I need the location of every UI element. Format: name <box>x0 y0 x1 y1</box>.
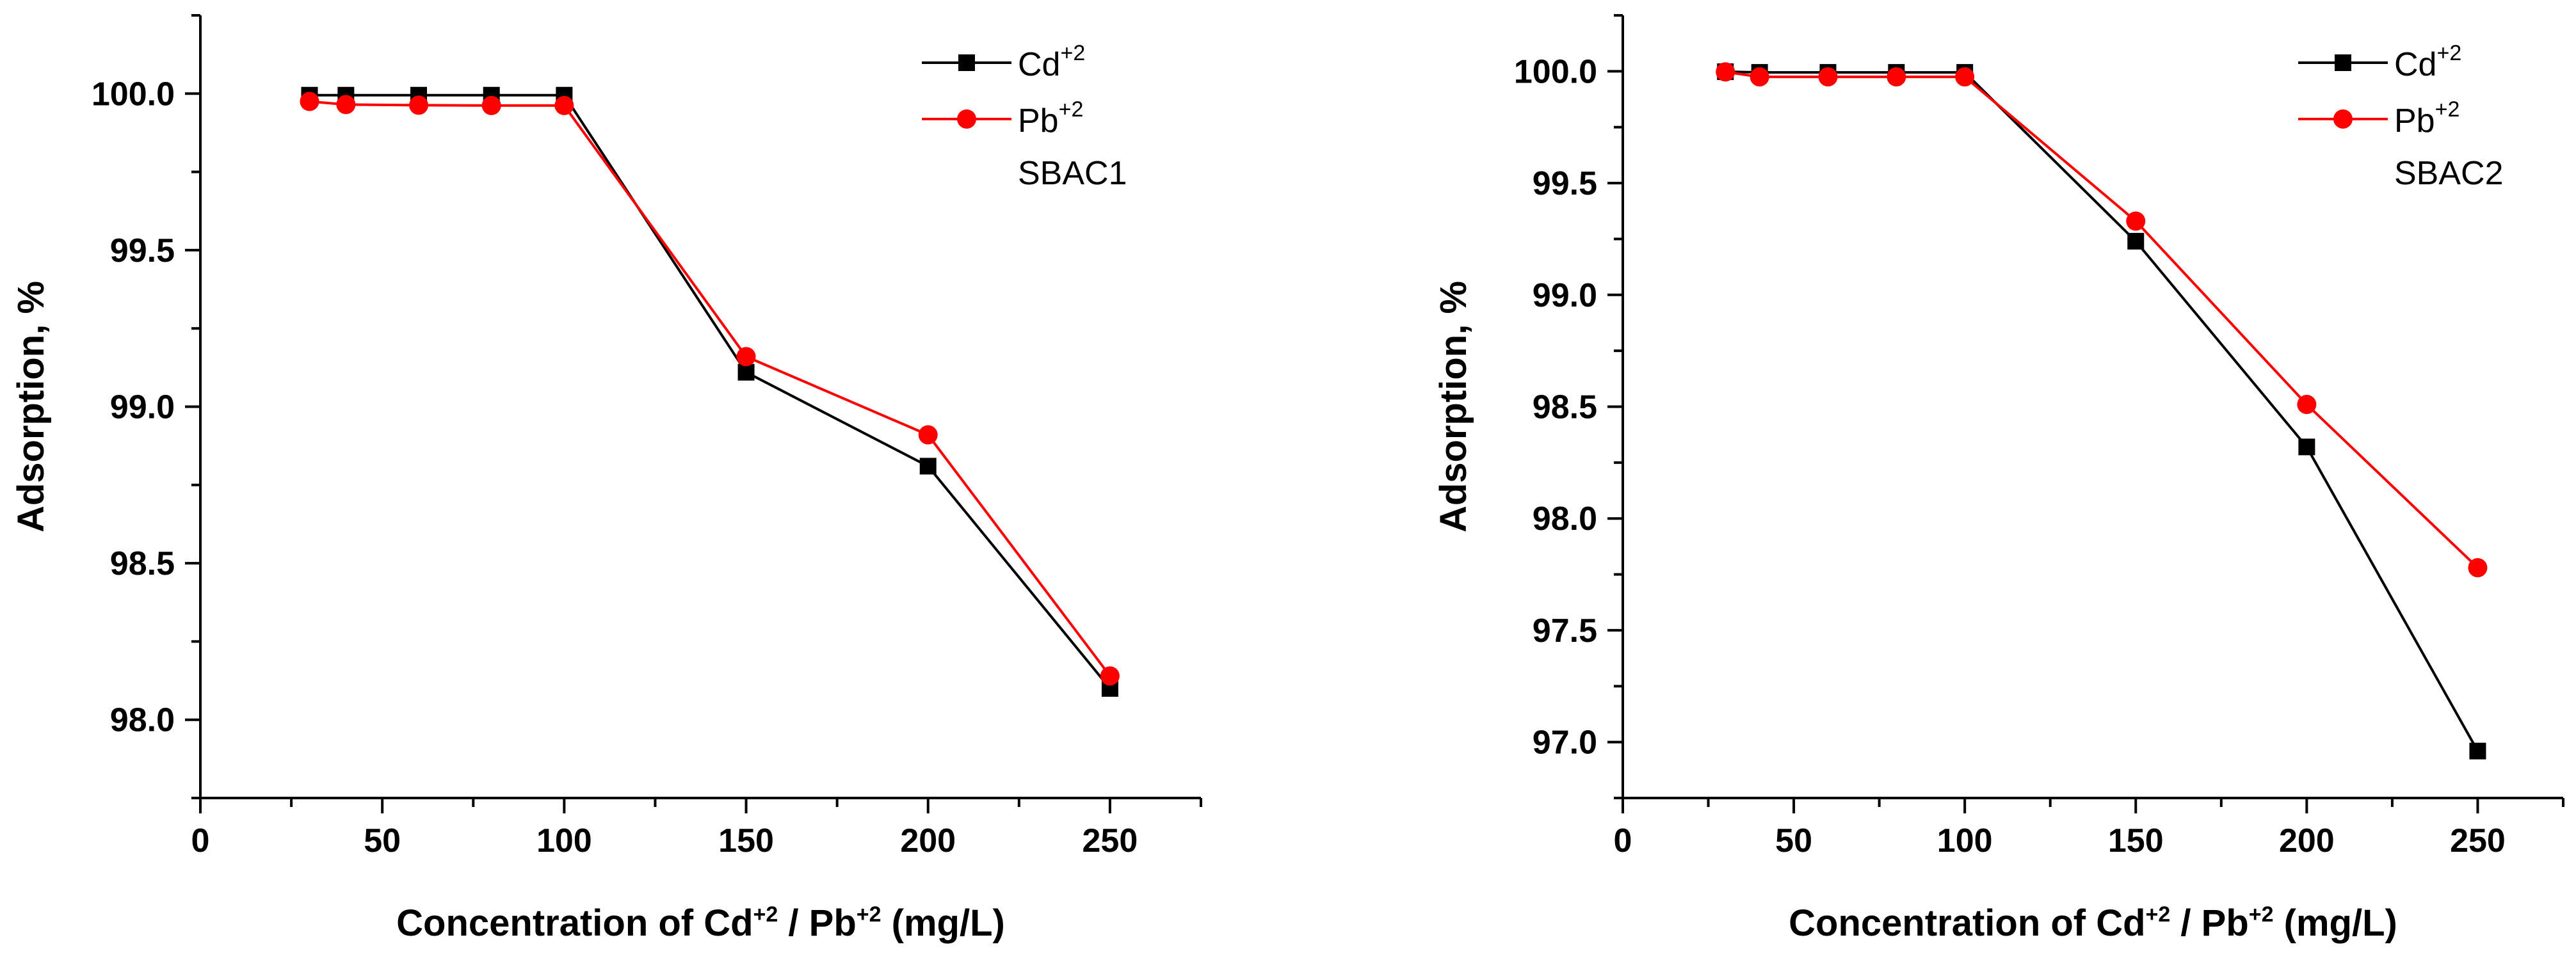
x-tick-label: 0 <box>1614 822 1632 859</box>
series-line <box>1725 70 2479 569</box>
y-axis-title: Adsorption, % <box>10 281 52 532</box>
legend: Cd+2 Pb+2 SBAC1 <box>922 41 1127 192</box>
series-line <box>309 100 1111 677</box>
y-tick-label: 100.0 <box>92 76 175 113</box>
data-point-circle <box>2297 395 2317 415</box>
data-point-circle <box>1955 67 1975 87</box>
chart-left: 0 50 100 150 200 250 98.0 98.5 99.0 99.5 100.0 Conc… <box>10 14 1202 944</box>
legend-label: Pb+2 <box>2394 97 2459 140</box>
data-point-circle <box>1716 62 1735 82</box>
data-point-circle <box>300 92 319 111</box>
x-tick-label: 250 <box>1083 822 1138 859</box>
x-axis-title: Concentration of Cd+2 / Pb+2 (mg/L) <box>1789 902 2397 944</box>
data-point-circle <box>481 95 501 115</box>
data-point-square <box>2298 438 2315 456</box>
data-point-circle <box>2126 211 2146 231</box>
data-point-square <box>919 458 937 475</box>
x-tick-label: 150 <box>2108 822 2164 859</box>
data-point-circle <box>554 95 574 115</box>
y-tick-label: 99.5 <box>1533 165 1597 202</box>
chart-right: 0 50 100 150 200 250 97.0 97.5 98.0 98.5 99.0 99.5 1… <box>1433 14 2564 944</box>
x-tick-label: 100 <box>1937 822 1993 859</box>
y-tick-label: 98.5 <box>1533 389 1597 426</box>
x-tick-label: 200 <box>2279 822 2335 859</box>
y-tick-label: 99.0 <box>110 389 175 426</box>
x-tick-label: 150 <box>718 822 774 859</box>
series-pb <box>1716 62 2488 578</box>
legend-label: Cd+2 <box>2394 41 2461 83</box>
y-tick-label: 97.0 <box>1533 724 1597 762</box>
y-tick-label: 98.0 <box>110 702 175 739</box>
data-point-square <box>2127 232 2145 250</box>
sample-label: SBAC1 <box>1018 155 1127 192</box>
y-tick-label: 97.5 <box>1533 612 1597 650</box>
x-tick-label: 200 <box>900 822 956 859</box>
series-line <box>309 93 1111 690</box>
data-point-circle <box>1100 666 1120 686</box>
legend-label: Cd+2 <box>1018 41 1085 83</box>
data-point-circle <box>336 95 356 115</box>
series-pb <box>300 92 1120 686</box>
data-point-square <box>737 363 755 381</box>
y-tick-label: 98.5 <box>110 545 175 582</box>
legend-marker-square <box>958 54 975 71</box>
data-point-square <box>2469 742 2486 760</box>
data-point-circle <box>1750 67 1769 87</box>
x-tick-label: 50 <box>1775 822 1812 859</box>
y-tick-label: 98.0 <box>1533 500 1597 538</box>
x-axis-title: Concentration of Cd+2 / Pb+2 (mg/L) <box>396 902 1005 944</box>
data-point-circle <box>1818 67 1838 87</box>
data-point-circle <box>409 95 429 115</box>
series-cd <box>301 86 1118 697</box>
x-tick-label: 50 <box>364 822 401 859</box>
legend-marker-circle <box>957 109 976 129</box>
x-tick-label: 0 <box>191 822 210 859</box>
legend-label: Pb+2 <box>1018 97 1083 140</box>
x-tick-label: 100 <box>536 822 592 859</box>
legend: Cd+2 Pb+2 SBAC2 <box>2298 41 2504 192</box>
series-line <box>1725 70 2479 752</box>
data-point-circle <box>736 347 756 367</box>
data-point-circle <box>918 425 938 445</box>
y-axis-title: Adsorption, % <box>1433 281 1474 532</box>
y-tick-label: 100.0 <box>1514 53 1597 90</box>
data-point-circle <box>2468 558 2488 578</box>
y-tick-label: 99.0 <box>1533 277 1597 314</box>
legend-marker-circle <box>2333 109 2353 129</box>
legend-marker-square <box>2335 54 2351 71</box>
x-tick-label: 250 <box>2450 822 2506 859</box>
sample-label: SBAC2 <box>2394 155 2504 192</box>
y-tick-label: 99.5 <box>110 232 175 269</box>
series-cd <box>1717 63 2486 760</box>
data-point-circle <box>1887 67 1906 87</box>
